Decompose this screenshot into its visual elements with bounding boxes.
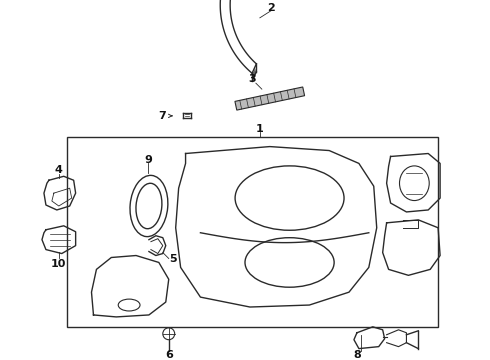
Text: 2: 2 xyxy=(267,3,274,13)
Text: 5: 5 xyxy=(169,255,176,265)
Text: 3: 3 xyxy=(248,74,256,84)
FancyBboxPatch shape xyxy=(235,87,305,110)
Bar xyxy=(67,137,438,327)
Text: 1: 1 xyxy=(256,124,264,134)
Text: 7: 7 xyxy=(158,111,166,121)
Text: 10: 10 xyxy=(51,260,67,269)
Text: 4: 4 xyxy=(55,165,63,175)
Text: 6: 6 xyxy=(165,350,172,360)
Text: 8: 8 xyxy=(353,350,361,360)
Text: 9: 9 xyxy=(144,156,152,166)
